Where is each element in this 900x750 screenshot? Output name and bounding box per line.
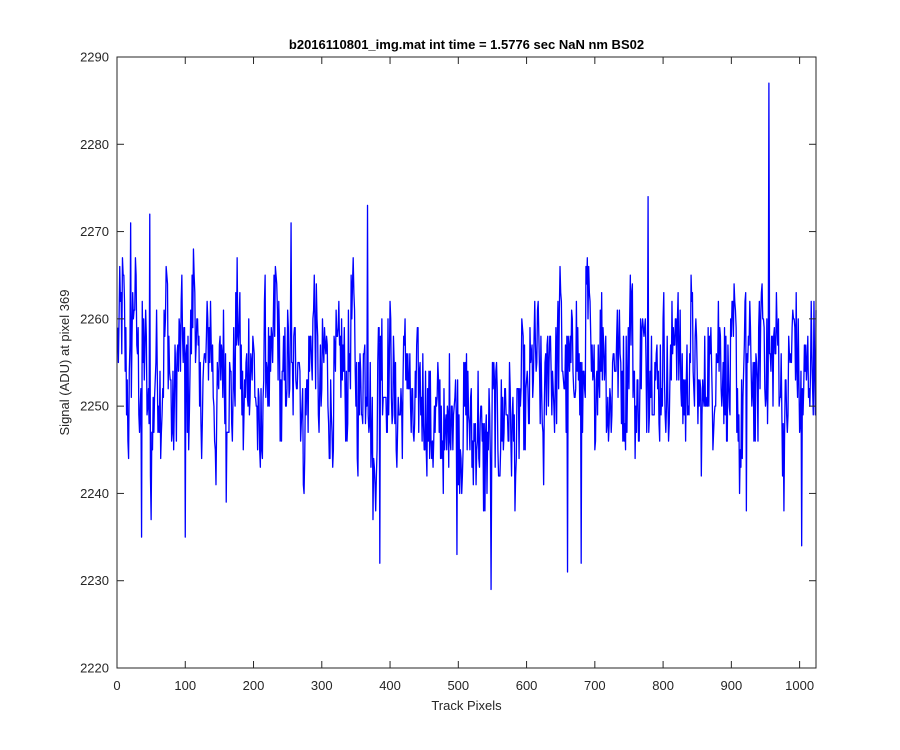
y-tick-label: 2220	[80, 661, 109, 676]
y-tick-label: 2280	[80, 137, 109, 152]
axes	[116, 56, 817, 669]
y-tick-label: 2260	[80, 311, 109, 326]
x-tick-label: 500	[447, 678, 469, 693]
x-tick-label: 100	[174, 678, 196, 693]
x-ticks: 0 100 200 300 400 500 600 700 800 900 1000	[113, 57, 814, 693]
x-axis-label: Track Pixels	[431, 698, 502, 713]
x-tick-label: 400	[379, 678, 401, 693]
series-line	[117, 82, 817, 591]
y-tick-label: 2270	[80, 224, 109, 239]
x-tick-label: 600	[516, 678, 538, 693]
x-tick-label: 700	[584, 678, 606, 693]
chart-title: b2016110801_img.mat int time = 1.5776 se…	[289, 37, 644, 52]
axes-box	[116, 56, 817, 669]
y-tick-label: 2250	[80, 399, 109, 414]
x-tick-label: 200	[243, 678, 265, 693]
x-tick-label: 300	[311, 678, 333, 693]
y-tick-label: 2290	[80, 50, 109, 65]
x-tick-label: 1000	[785, 678, 814, 693]
x-tick-label: 900	[721, 678, 743, 693]
x-tick-label: 0	[113, 678, 120, 693]
y-tick-label: 2240	[80, 486, 109, 501]
y-axis-label: Signal (ADU) at pixel 369	[57, 290, 72, 436]
y-tick-label: 2230	[80, 573, 109, 588]
y-ticks: 2220 2230 2240 2250 2260 2270 2280 2290	[80, 50, 816, 676]
series-line-group	[117, 82, 817, 591]
x-tick-label: 800	[652, 678, 674, 693]
